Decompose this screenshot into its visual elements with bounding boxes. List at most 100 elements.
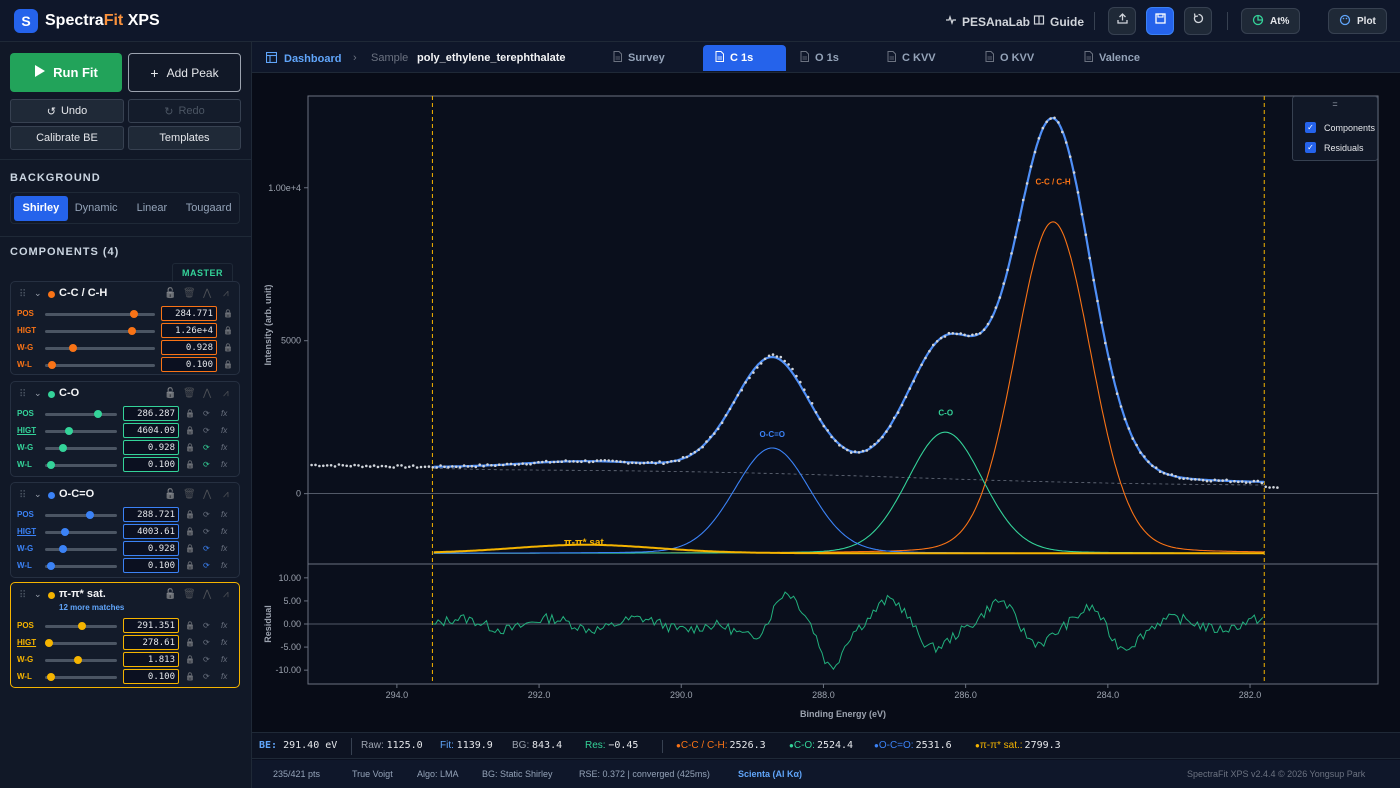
slider-thumb[interactable] xyxy=(130,310,139,318)
legend-residuals-toggle[interactable]: ✓ Residuals xyxy=(1305,142,1364,153)
trash-icon[interactable]: 🗑 xyxy=(183,589,196,600)
link-icon[interactable]: ⟳ xyxy=(203,510,210,519)
slider-thumb[interactable] xyxy=(47,361,56,369)
component-card[interactable]: ⠿ ⌄ C-O 🔓 🗑 ⋀ ⩘ POS 286.287 🔒 ⟳ fx HIGT 4604.09 🔒 ⟳ fx W-… xyxy=(10,381,240,477)
link-icon[interactable]: ⟳ xyxy=(203,426,210,435)
master-tag[interactable]: MASTER xyxy=(172,263,233,281)
chevron-down-icon[interactable]: ⌄ xyxy=(34,489,42,499)
link-icon[interactable]: ⟳ xyxy=(203,443,210,452)
lock-icon[interactable]: 🔒 xyxy=(185,544,195,553)
slider-thumb[interactable] xyxy=(59,444,67,452)
run-fit-button[interactable]: Run Fit xyxy=(10,53,122,92)
export-button[interactable] xyxy=(1108,7,1136,35)
add-peak-button[interactable]: + Add Peak xyxy=(128,53,241,92)
param-input[interactable]: 288.721 xyxy=(123,507,179,522)
component-name[interactable]: π-π* sat. xyxy=(59,588,106,600)
param-input[interactable]: 291.351 xyxy=(123,618,179,633)
fx-icon[interactable]: fx xyxy=(221,443,228,452)
component-name[interactable]: C-C / C-H xyxy=(59,287,108,299)
lock-icon[interactable]: 🔒 xyxy=(185,655,195,664)
param-input[interactable]: 0.928 xyxy=(161,340,217,355)
bg-tab-tougaard[interactable]: Tougaard xyxy=(185,202,232,214)
component-name[interactable]: C-O xyxy=(59,387,80,399)
param-slider[interactable] xyxy=(45,313,155,316)
component-card[interactable]: ⠿ ⌄ O-C=O 🔓 🗑 ⋀ ⩘ POS 288.721 🔒 ⟳ fx HIGT 4003.61 🔒 ⟳ fx… xyxy=(10,482,240,578)
save-button[interactable] xyxy=(1146,7,1174,35)
slider-thumb[interactable] xyxy=(45,639,54,647)
lock-icon[interactable]: 🔓 xyxy=(164,489,177,500)
link-icon[interactable]: ⟳ xyxy=(203,621,210,630)
drag-handle-icon[interactable]: ⠿ xyxy=(19,389,26,400)
fx-icon[interactable]: fx xyxy=(221,561,228,570)
param-slider[interactable] xyxy=(45,676,117,679)
slider-thumb[interactable] xyxy=(46,673,55,681)
lock-icon[interactable]: 🔒 xyxy=(185,672,195,681)
param-input[interactable]: 0.100 xyxy=(123,457,179,472)
param-input[interactable]: 4604.09 xyxy=(123,423,179,438)
drag-handle-icon[interactable]: ⠿ xyxy=(19,590,26,601)
calibrate-be-button[interactable]: Calibrate BE xyxy=(10,126,124,150)
lock-icon[interactable]: 🔓 xyxy=(164,288,177,299)
link-icon[interactable]: ⟳ xyxy=(203,672,210,681)
tab-o-1s[interactable]: O 1s xyxy=(788,45,871,71)
redo-button[interactable]: ↻ Redo xyxy=(128,99,241,123)
param-input[interactable]: 0.928 xyxy=(123,541,179,556)
fx-icon[interactable]: fx xyxy=(221,460,228,469)
link-icon[interactable]: ⟳ xyxy=(203,561,210,570)
fx-icon[interactable]: fx xyxy=(221,426,228,435)
fx-icon[interactable]: fx xyxy=(221,621,228,630)
lock-icon[interactable]: 🔒 xyxy=(185,460,195,469)
param-input[interactable]: 0.100 xyxy=(123,558,179,573)
fx-icon[interactable]: fx xyxy=(221,672,228,681)
plot-canvas[interactable]: 0 5000 1.00e+4 10.00 5.00 0.00 -5.00 -10.00 294.… xyxy=(252,73,1400,732)
tab-c-1s[interactable]: C 1s xyxy=(703,45,786,71)
param-slider[interactable] xyxy=(45,364,155,367)
param-slider[interactable] xyxy=(45,642,117,645)
gaussian-icon[interactable]: ⋀ xyxy=(203,589,212,600)
slider-thumb[interactable] xyxy=(93,410,102,418)
match-count[interactable]: 12 more matches xyxy=(59,603,125,612)
param-input[interactable]: 0.928 xyxy=(123,440,179,455)
param-slider[interactable] xyxy=(45,347,155,350)
chevron-down-icon[interactable]: ⌄ xyxy=(34,288,42,298)
drag-handle-icon[interactable]: ⠿ xyxy=(19,289,26,300)
param-input[interactable]: 1.26e+4 xyxy=(161,323,217,338)
param-slider[interactable] xyxy=(45,464,117,467)
atomic-percent-button[interactable]: At% xyxy=(1241,8,1301,34)
component-name[interactable]: O-C=O xyxy=(59,488,95,500)
lock-icon[interactable]: 🔒 xyxy=(185,527,195,536)
mountain-icon[interactable]: ⩘ xyxy=(223,288,229,299)
tab-o-kvv[interactable]: O KVV xyxy=(973,45,1056,71)
fx-icon[interactable]: fx xyxy=(221,638,228,647)
slider-thumb[interactable] xyxy=(59,545,67,553)
drag-handle-icon[interactable]: ⠿ xyxy=(19,490,26,501)
param-input[interactable]: 0.100 xyxy=(123,669,179,684)
lock-icon[interactable]: 🔒 xyxy=(185,638,195,647)
link-icon[interactable]: ⟳ xyxy=(203,527,210,536)
slider-thumb[interactable] xyxy=(74,656,83,664)
chevron-down-icon[interactable]: ⌄ xyxy=(34,589,42,599)
lock-icon[interactable]: 🔒 xyxy=(223,360,233,369)
gaussian-icon[interactable]: ⋀ xyxy=(203,489,212,500)
fx-icon[interactable]: fx xyxy=(221,510,228,519)
lock-icon[interactable]: 🔒 xyxy=(185,426,195,435)
param-slider[interactable] xyxy=(45,565,117,568)
dashboard-link[interactable]: Dashboard xyxy=(265,51,341,66)
slider-thumb[interactable] xyxy=(46,562,55,570)
link-icon[interactable]: ⟳ xyxy=(203,638,210,647)
bg-tab-shirley[interactable]: Shirley xyxy=(14,195,68,221)
lock-icon[interactable]: 🔒 xyxy=(185,561,195,570)
chevron-down-icon[interactable]: ⌄ xyxy=(34,388,42,398)
param-slider[interactable] xyxy=(45,531,117,534)
gaussian-icon[interactable]: ⋀ xyxy=(203,388,212,399)
slider-thumb[interactable] xyxy=(127,327,136,335)
trash-icon[interactable]: 🗑 xyxy=(183,489,196,500)
fx-icon[interactable]: fx xyxy=(221,544,228,553)
param-input[interactable]: 0.100 xyxy=(161,357,217,372)
plot-button[interactable]: Plot xyxy=(1328,8,1387,34)
param-slider[interactable] xyxy=(45,514,117,517)
slider-thumb[interactable] xyxy=(68,344,77,352)
param-slider[interactable] xyxy=(45,447,117,450)
trash-icon[interactable]: 🗑 xyxy=(183,388,196,399)
param-input[interactable]: 4003.61 xyxy=(123,524,179,539)
